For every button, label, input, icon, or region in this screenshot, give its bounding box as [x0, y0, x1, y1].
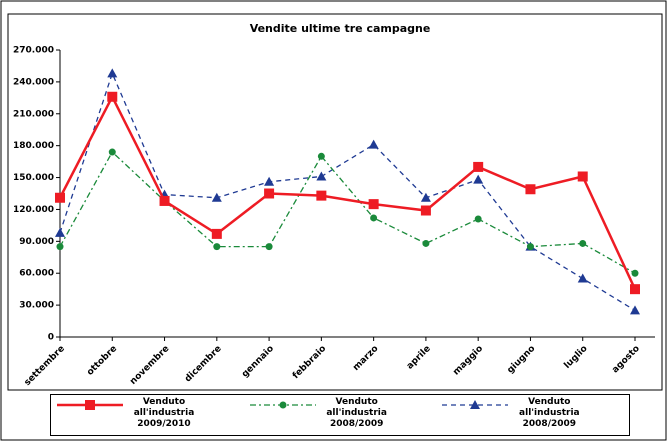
marker — [264, 188, 275, 199]
x-tick-label: luglio — [563, 344, 590, 371]
y-tick-label: 90.000 — [19, 237, 54, 247]
marker — [159, 195, 170, 206]
plot-frame — [7, 13, 663, 391]
series-line — [59, 150, 636, 274]
chart-title: Vendite ultime tre campagne — [250, 22, 431, 35]
y-tick-label: 150.000 — [13, 173, 54, 183]
marker — [107, 68, 118, 78]
marker — [264, 176, 275, 186]
marker — [279, 401, 287, 409]
marker — [107, 91, 118, 102]
marker — [577, 273, 588, 283]
marker — [368, 199, 379, 210]
marker — [55, 192, 65, 203]
marker — [579, 239, 587, 247]
x-tick-label: giugno — [506, 344, 538, 376]
marker — [265, 243, 273, 251]
marker — [473, 161, 484, 172]
marker — [211, 192, 222, 202]
legend-swatch — [249, 401, 316, 409]
legend-swatch — [57, 400, 123, 410]
y-tick-label: 180.000 — [13, 141, 54, 151]
marker — [630, 284, 640, 295]
legend-entry: Venduto all'industria 2009/2010 — [51, 395, 244, 435]
legend-swatch — [442, 400, 509, 409]
marker — [368, 139, 379, 149]
x-tick-label: ottobre — [85, 344, 119, 378]
series-line — [59, 71, 636, 311]
marker — [213, 243, 221, 251]
marker — [577, 171, 588, 182]
y-tick-label: 210.000 — [13, 109, 54, 119]
x-tick-label: novembre — [128, 344, 171, 387]
x-tick-label: febbraio — [291, 344, 328, 381]
marker — [630, 305, 640, 315]
x-tick-label: maggio — [451, 344, 485, 378]
marker — [56, 243, 64, 251]
y-tick-label: 240.000 — [13, 77, 54, 87]
marker — [420, 205, 431, 216]
marker — [108, 148, 116, 156]
legend-label: Venduto all'industria 2009/2010 — [133, 397, 195, 429]
x-tick-label: dicembre — [183, 344, 224, 385]
legend-label: Venduto all'industria 2008/2009 — [519, 397, 580, 429]
y-tick-label: 120.000 — [13, 205, 54, 215]
marker — [470, 400, 481, 409]
marker — [55, 227, 65, 237]
marker — [370, 214, 378, 222]
x-tick-label: agosto — [610, 344, 641, 375]
y-tick-label: 0 — [48, 333, 54, 343]
legend-entry: Venduto all'industria 2008/2009 — [244, 395, 437, 435]
y-tick-label: 270.000 — [13, 46, 54, 56]
y-tick-label: 30.000 — [19, 301, 54, 311]
marker — [211, 228, 222, 239]
marker — [317, 152, 325, 160]
marker — [420, 192, 431, 202]
x-tick-label: settembre — [23, 344, 67, 388]
marker — [473, 174, 484, 184]
x-tick-label: gennaio — [240, 344, 276, 380]
legend-label: Venduto all'industria 2008/2009 — [326, 397, 387, 429]
series-line — [58, 94, 637, 290]
marker — [85, 400, 95, 410]
marker — [631, 269, 639, 277]
marker — [526, 243, 534, 251]
marker — [525, 184, 536, 195]
marker — [316, 190, 327, 201]
x-tick-label: aprile — [405, 344, 433, 372]
y-tick-label: 60.000 — [19, 269, 54, 279]
legend-entry: Venduto all'industria 2008/2009 — [436, 395, 629, 435]
marker — [316, 171, 327, 181]
marker — [474, 215, 482, 223]
x-tick-label: marzo — [351, 344, 380, 373]
legend: Venduto all'industria 2009/2010 Venduto a… — [50, 394, 630, 436]
marker — [422, 239, 430, 247]
